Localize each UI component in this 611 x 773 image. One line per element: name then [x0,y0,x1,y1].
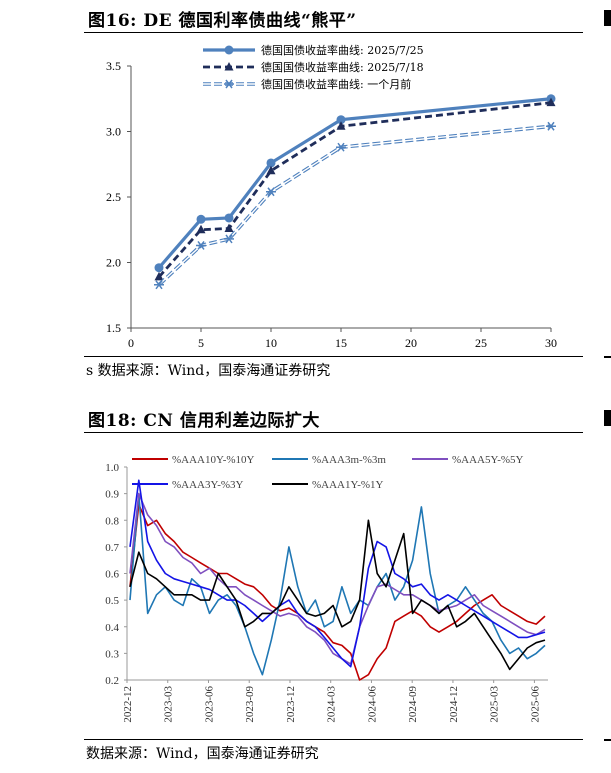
x-tick-label: 10 [265,336,277,350]
legend-label: 德国国债收益率曲线: 一个月前 [261,77,411,91]
figure-16-title: 图16: DE 德国利率债曲线“熊平” [88,11,357,31]
y-tick-label: 0.7 [105,542,119,554]
series-line-4 [129,479,546,668]
y-tick-label: 0.9 [105,489,119,501]
x-tick-label: 0 [128,336,134,350]
legend-entry-2: 德国国债收益率曲线: 2025/7/18 [203,60,424,74]
x-tick-label: 20 [405,336,417,350]
legend-label: %AAA10Y-%10Y [172,454,255,466]
figure-18-bottom-rule [84,739,583,740]
data-point [547,121,555,131]
x-tick-label: 2024-03 [326,686,338,723]
legend-label: 德国国债收益率曲线: 2025/7/18 [261,60,424,74]
figure-16-bottom-rule [84,356,583,357]
legend-entry-1: %AAA10Y-%10Y [132,454,255,466]
y-tick-label: 0.5 [105,595,119,607]
series-line-gap [158,125,552,286]
data-point [196,224,206,234]
data-point [225,79,233,89]
figure-18-title: 图18: CN 信用利差边际扩大 [88,411,320,431]
y-tick-label: 0.4 [105,622,119,634]
y-tick-label: 3.0 [106,125,121,139]
neighbor-column-edge-2 [604,410,611,426]
x-tick-label: 30 [545,336,557,350]
series-3 [154,121,556,290]
x-tick-label: 15 [335,336,347,350]
data-point [224,62,234,71]
x-tick-label: 2023-12 [285,686,297,723]
series-line-5 [129,519,546,671]
data-point [224,213,234,223]
x-tick-label: 2024-09 [407,686,419,723]
data-point [546,97,556,107]
y-tick-label: 0.6 [105,569,119,581]
legend-entry-3: 德国国债收益率曲线: 一个月前 [203,77,411,91]
legend-entry-4: %AAA3Y-%3Y [132,479,244,491]
de-yield-curve-chart: 1.5 2.0 2.5 3.0 3.5 0 5 10 15 20 25 30 德国国债收益率曲线: 20… [106,43,557,350]
x-tick-label: 2023-06 [203,686,215,723]
data-point [267,187,275,197]
neighbor-column-edge-bottom [604,356,611,358]
data-point [224,45,234,55]
legend-label: %AAA3Y-%3Y [172,479,244,491]
y-tick-label: 0.2 [105,675,119,687]
x-tick-label: 25 [475,336,487,350]
data-point [155,280,163,290]
data-point [266,158,276,168]
x-tick-label: 2023-03 [163,686,175,723]
y-tick-label: 1.5 [106,321,121,335]
legend-entry-1: 德国国债收益率曲线: 2025/7/25 [203,43,424,57]
data-point [336,121,346,130]
series-line-3 [129,492,546,665]
series-line [157,97,552,269]
x-tick-label: 2022-12 [122,686,134,723]
legend-entry-2: %AAA3m-%3m [272,454,386,466]
x-tick-label: 2024-06 [366,686,378,723]
figure-16-source: s 数据来源：Wind，国泰海通证券研究 [86,363,331,379]
data-point [154,271,164,281]
legend-entry-3: %AAA5Y-%5Y [412,454,524,466]
figure-18-top-rule [84,432,583,433]
x-tick-label: 5 [198,336,204,350]
data-point [196,214,206,224]
data-point [154,263,164,273]
y-tick-label: 2.0 [106,256,121,270]
series-line-2 [129,492,546,676]
y-tick-label: 2.5 [106,190,121,204]
series-1 [154,94,556,273]
series-line [157,101,552,278]
data-point [336,115,346,125]
legend-label: %AAA3m-%3m [312,454,386,466]
neighbor-column-edge [604,10,611,26]
figure-16-top-rule [84,32,583,33]
y-tick-label: 3.5 [106,59,121,73]
x-tick-label: 2023-09 [244,686,256,723]
data-point [224,223,234,232]
neighbor-column-edge-bottom-2 [604,739,611,741]
x-tick-label: 2025-06 [529,686,541,723]
legend-label: %AAA5Y-%5Y [452,454,524,466]
data-point [337,142,345,152]
legend-label: 德国国债收益率曲线: 2025/7/25 [261,43,424,57]
y-tick-label: 0.8 [105,515,119,527]
figure-18-source: 数据来源：Wind，国泰海通证券研究 [86,746,319,762]
data-point [266,165,276,175]
data-point [197,241,205,250]
y-tick-label: 0.3 [105,648,119,660]
legend-label: %AAA1Y-%1Y [312,479,384,491]
x-tick-label: 2025-03 [489,686,501,723]
data-point [225,234,233,244]
series-2 [154,97,556,281]
legend-entry-5: %AAA1Y-%1Y [272,479,384,491]
series-line-1 [129,503,546,681]
y-tick-label: 1.0 [105,462,119,474]
x-tick-label: 2024-12 [448,686,460,723]
